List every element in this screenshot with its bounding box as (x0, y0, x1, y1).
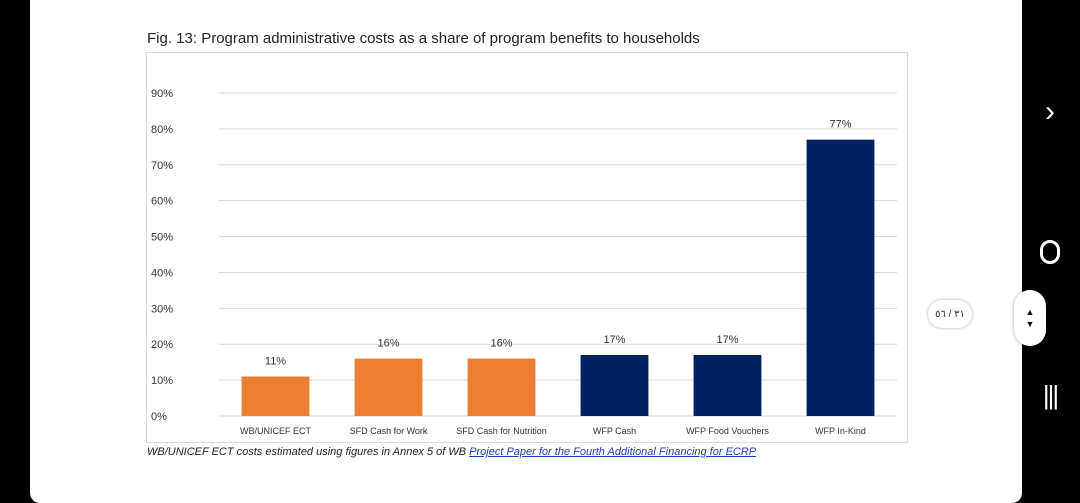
data-label: 17% (716, 334, 738, 346)
y-tick-label: 40% (151, 267, 173, 279)
data-label: 16% (490, 338, 512, 350)
x-tick-label: SFD Cash for Nutrition (456, 426, 547, 436)
data-label: 16% (377, 338, 399, 350)
x-tick-label: WFP Food Vouchers (686, 426, 769, 436)
chart-title: Fig. 13: Program administrative costs as… (147, 30, 700, 47)
scroll-up-icon: ▲ (1025, 307, 1035, 317)
bar (467, 358, 536, 416)
bar (693, 354, 762, 416)
scroll-down-icon: ▼ (1025, 319, 1035, 329)
y-tick-label: 0% (151, 411, 167, 423)
scroll-handle[interactable]: ▲ ▼ (1014, 290, 1046, 346)
page-indicator: ٣١ / ٥٦ (928, 300, 972, 328)
y-tick-label: 10% (151, 375, 173, 387)
home-icon (1040, 240, 1060, 264)
data-label: 17% (603, 334, 625, 346)
chart-area: 0% 10% 20% 30% 40% 50% 60% 70% 80% 90% 11% WB/UNICE… (146, 52, 908, 443)
figure-caption: WB/UNICEF ECT costs estimated using figu… (147, 446, 756, 458)
y-tick-label: 90% (151, 88, 173, 100)
recent-apps-icon[interactable]: ||| (1042, 380, 1059, 410)
bar (354, 358, 423, 416)
bar (241, 376, 310, 416)
document-page: Fig. 13: Program administrative costs as… (30, 0, 1046, 503)
caption-text: WB/UNICEF ECT costs estimated using figu… (147, 446, 470, 458)
x-tick-label: WFP Cash (593, 426, 636, 436)
y-tick-label: 60% (151, 196, 173, 208)
caption-link[interactable]: Project Paper for the Fourth Additional … (469, 446, 757, 458)
back-icon[interactable]: › (1045, 95, 1055, 128)
bar (806, 139, 875, 416)
bar (580, 354, 649, 416)
y-tick-label: 70% (151, 160, 173, 172)
x-tick-label: WFP In-Kind (815, 426, 866, 436)
y-tick-label: 20% (151, 339, 173, 351)
x-tick-label: SFD Cash for Work (350, 426, 428, 436)
bar-chart: 0% 10% 20% 30% 40% 50% 60% 70% 80% 90% 11% WB/UNICE… (151, 88, 897, 436)
y-tick-label: 50% (151, 232, 173, 244)
data-label: 77% (829, 119, 851, 131)
y-tick-label: 80% (151, 124, 173, 136)
y-tick-label: 30% (151, 303, 173, 315)
data-label: 11% (265, 356, 286, 368)
home-button[interactable] (1032, 240, 1068, 269)
x-tick-label: WB/UNICEF ECT (240, 426, 312, 436)
